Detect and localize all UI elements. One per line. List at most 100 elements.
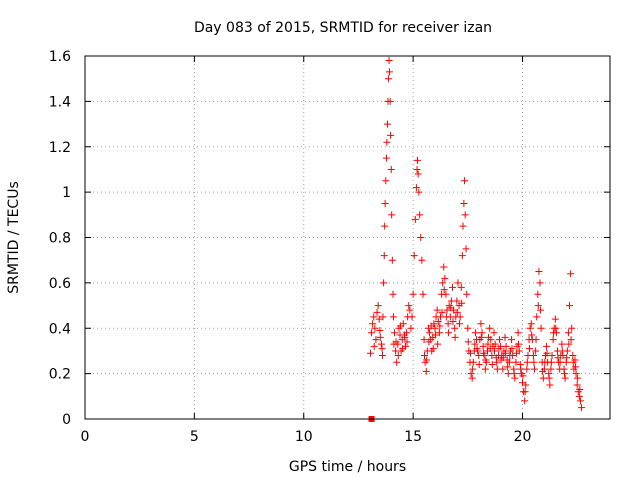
data-point <box>488 361 496 369</box>
data-point <box>403 338 411 346</box>
data-point <box>444 320 452 328</box>
data-point <box>484 340 492 348</box>
data-point <box>387 165 395 173</box>
data-point <box>517 365 525 373</box>
data-point <box>468 374 476 382</box>
data-point <box>475 361 483 369</box>
grid-lines <box>85 56 610 419</box>
data-point <box>501 333 509 341</box>
data-point <box>461 177 469 185</box>
data-point <box>471 340 479 348</box>
data-point <box>482 356 490 364</box>
x-tick-label: 5 <box>190 429 199 445</box>
data-point <box>389 313 397 321</box>
data-point <box>453 297 461 305</box>
data-point <box>460 199 468 207</box>
data-point <box>569 351 577 359</box>
data-point <box>535 268 543 276</box>
data-point <box>435 329 443 337</box>
data-point <box>370 342 378 350</box>
data-point <box>464 338 472 346</box>
data-point <box>506 351 514 359</box>
data-point <box>449 317 457 325</box>
data-point <box>441 274 449 282</box>
data-point <box>478 329 486 337</box>
data-point <box>451 324 459 332</box>
y-axis-label: SRMTID / TECUs <box>6 181 22 294</box>
data-point <box>394 351 402 359</box>
data-point <box>575 392 583 400</box>
data-point <box>415 188 423 196</box>
y-tick-label: 1.4 <box>49 94 71 110</box>
y-tick-label: 1.2 <box>49 140 71 156</box>
data-point <box>564 329 572 337</box>
data-point <box>449 283 456 291</box>
data-point <box>487 336 495 344</box>
data-point <box>543 349 551 357</box>
data-point <box>574 374 582 382</box>
data-point <box>388 256 396 264</box>
data-point <box>537 324 545 332</box>
data-point <box>383 138 391 146</box>
data-point <box>380 252 388 260</box>
data-point <box>578 404 586 412</box>
data-point <box>566 302 574 310</box>
data-point <box>547 358 555 366</box>
data-point <box>416 211 424 219</box>
data-point <box>411 215 419 223</box>
data-point <box>384 120 392 128</box>
data-point <box>376 333 384 341</box>
data-point <box>388 211 396 219</box>
data-point <box>382 177 390 185</box>
data-point <box>369 320 377 328</box>
data-point <box>536 306 544 314</box>
data-point <box>491 347 498 355</box>
data-point <box>381 222 389 230</box>
data-point <box>379 313 387 321</box>
data-point <box>440 263 448 271</box>
data-point <box>491 340 499 348</box>
data-point <box>384 75 392 83</box>
data-point <box>563 354 571 362</box>
data-point <box>422 367 430 375</box>
chart-title: Day 083 of 2015, SRMTID for receiver iza… <box>194 20 492 36</box>
data-point <box>410 252 418 260</box>
data-point <box>515 340 523 348</box>
data-point <box>434 317 442 325</box>
data-point <box>561 374 569 382</box>
data-point <box>532 336 540 344</box>
y-tick-label: 0.8 <box>49 231 71 247</box>
data-point <box>469 365 477 373</box>
data-point <box>454 279 462 287</box>
data-point <box>505 358 513 366</box>
data-point <box>536 279 544 287</box>
data-point <box>380 279 388 287</box>
data-point <box>508 345 516 353</box>
data-point <box>414 156 421 164</box>
data-point <box>425 338 433 346</box>
data-point <box>451 333 459 341</box>
data-point <box>438 308 446 316</box>
x-tick-label: 20 <box>514 429 532 445</box>
data-point <box>389 290 397 298</box>
data-point <box>443 306 451 314</box>
data-point <box>514 329 522 337</box>
data-point <box>457 283 465 291</box>
data-point <box>534 290 542 298</box>
data-point <box>462 245 470 253</box>
data-point <box>504 363 512 371</box>
data-point <box>499 365 507 373</box>
data-point <box>571 363 579 371</box>
data-point <box>576 397 584 405</box>
x-tick-label: 0 <box>81 429 90 445</box>
data-point <box>486 324 494 332</box>
data-point <box>385 57 393 65</box>
data-point <box>471 329 479 337</box>
data-point <box>521 397 529 405</box>
data-point <box>378 345 386 353</box>
data-point <box>486 345 494 353</box>
data-point <box>567 270 575 278</box>
data-point <box>565 340 573 348</box>
data-point <box>568 324 576 332</box>
data-point <box>427 322 435 330</box>
